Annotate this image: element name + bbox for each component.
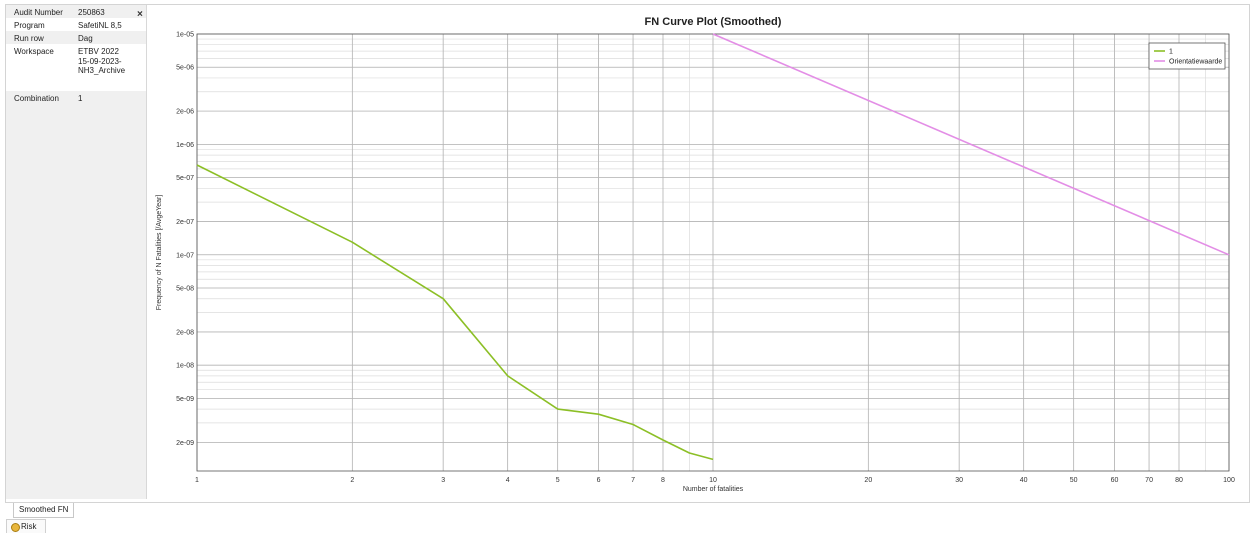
x-tick-label: 20: [864, 477, 872, 484]
y-tick-label: 5e-09: [176, 396, 194, 403]
chart-title: FN Curve Plot (Smoothed): [645, 16, 782, 28]
info-value-line: 15-09-2023-: [78, 56, 122, 66]
x-tick-label: 70: [1145, 477, 1153, 484]
series-line-orientatiewaarde: [712, 33, 1230, 256]
info-key: Program: [14, 21, 45, 30]
x-tick-label: 8: [661, 477, 665, 484]
x-tick-label: 100: [1223, 477, 1235, 484]
info-value: ETBV 2022 15-09-2023- NH3_Archive: [78, 47, 125, 76]
y-tick-label: 2e-07: [176, 219, 194, 226]
x-tick-label: 30: [955, 477, 963, 484]
info-row-workspace: Workspace ETBV 2022 15-09-2023- NH3_Arch…: [6, 44, 146, 91]
info-value-line: NH3_Archive: [78, 66, 126, 75]
y-tick-label: 5e-08: [176, 286, 194, 293]
info-key: Run row: [14, 34, 44, 43]
y-tick-label: 1e-07: [176, 252, 194, 259]
x-tick-label: 1: [195, 477, 199, 484]
legend-label: 1: [1169, 49, 1173, 56]
x-tick-label: 6: [597, 477, 601, 484]
y-axis-label: Frequency of N Fatalities [/AvgeYear]: [156, 195, 163, 311]
y-tick-label: 5e-06: [176, 65, 194, 72]
x-axis-label: Number of fatalities: [683, 486, 744, 493]
y-tick-label: 2e-09: [176, 440, 194, 447]
tab-risk-label: Risk: [21, 522, 37, 531]
info-value: SafetiNL 8,5: [78, 21, 122, 30]
x-tick-label: 50: [1070, 477, 1078, 484]
y-tick-label: 1e-06: [176, 142, 194, 149]
chart-canvas: 1 2 3 4 5 6 7 8 10 20 30 40 50 60 70 80 100 1e-05 5e-06 2e-…: [156, 16, 1235, 493]
info-row-combination: Combination 1: [6, 91, 146, 104]
info-key: Audit Number: [14, 8, 63, 17]
x-tick-label: 5: [556, 477, 560, 484]
x-tick-label: 40: [1020, 477, 1028, 484]
info-value: Dag: [78, 34, 93, 43]
info-key: Workspace: [14, 47, 54, 56]
info-row-program: Program SafetiNL 8,5: [6, 18, 146, 31]
legend-box: [1148, 42, 1226, 70]
x-tick-label: 10: [709, 477, 717, 484]
legend-label: Orientatiewaarde: [1169, 59, 1222, 66]
risk-icon: [11, 523, 20, 532]
info-panel: × Audit Number 250863 Program SafetiNL 8…: [6, 5, 147, 499]
info-value: 250863: [78, 8, 105, 17]
info-value-line: ETBV 2022: [78, 47, 119, 56]
x-tick-label: 3: [441, 477, 445, 484]
info-row-run-row: Run row Dag: [6, 31, 146, 44]
info-key: Combination: [14, 94, 59, 103]
y-tick-label: 5e-07: [176, 175, 194, 182]
info-value: 1: [78, 94, 83, 103]
tab-risk[interactable]: Risk: [6, 519, 46, 533]
x-tick-label: 2: [350, 477, 354, 484]
fn-curve-chart: 1 2 3 4 5 6 7 8 10 20 30 40 50 60 70 80 100 1e-05 5e-06 2e-…: [147, 5, 1247, 499]
x-tick-label: 60: [1111, 477, 1119, 484]
close-icon[interactable]: ×: [137, 9, 143, 20]
series-line-1: [196, 164, 714, 461]
y-tick-label: 2e-06: [176, 109, 194, 116]
y-tick-label: 1e-08: [176, 363, 194, 370]
x-tick-label: 7: [631, 477, 635, 484]
plot-tab-strip: Smoothed FN: [5, 502, 1248, 518]
info-row-audit-number: Audit Number 250863: [6, 5, 146, 18]
y-tick-label: 1e-05: [176, 32, 194, 39]
y-tick-label: 2e-08: [176, 329, 194, 336]
tab-smoothed-fn[interactable]: Smoothed FN: [13, 503, 75, 518]
x-tick-label: 4: [506, 477, 510, 484]
x-tick-label: 80: [1175, 477, 1183, 484]
